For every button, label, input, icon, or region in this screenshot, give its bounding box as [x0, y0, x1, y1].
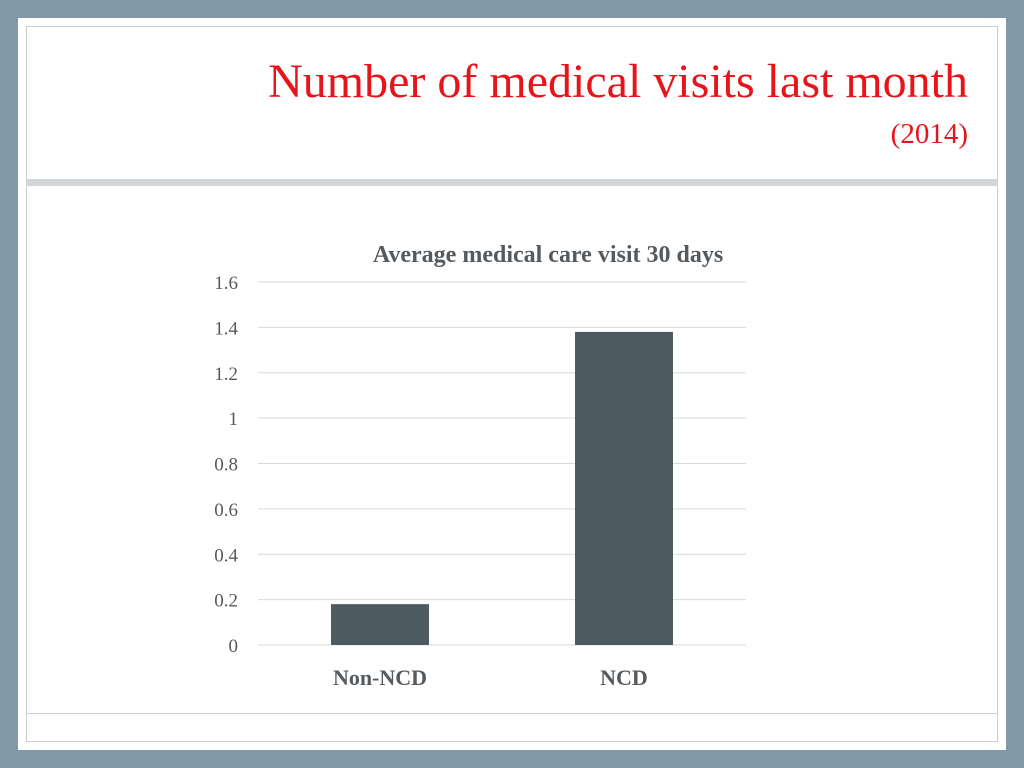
- title-band: Number of medical visits last month (201…: [26, 26, 998, 180]
- slide-inner-frame: [26, 26, 998, 742]
- chart-svg: 0 0.2 0.4 0.6 0.8 1 1.2 1.4 1.6 Non-NCD NCD: [214, 273, 746, 690]
- y-tick-label: 1.4: [214, 318, 238, 339]
- slide-subtitle: (2014): [890, 118, 968, 150]
- bar-non-ncd: [331, 604, 429, 645]
- y-tick-label: 0.4: [214, 545, 238, 566]
- x-category-label: Non-NCD: [333, 665, 427, 690]
- x-category-label: NCD: [600, 665, 648, 690]
- y-tick-label: 1.6: [214, 273, 238, 294]
- y-tick-label: 0.6: [214, 500, 238, 521]
- bars: [331, 331, 673, 645]
- chart: Average medical care visit 30 days 0 0.2 0…: [18, 18, 1006, 750]
- footer-divider: [26, 713, 998, 714]
- gridlines: [258, 281, 746, 646]
- y-tick-label: 1: [229, 409, 239, 430]
- y-tick-label: 1.2: [214, 364, 238, 385]
- y-tick-label: 0.2: [214, 591, 238, 612]
- bar-ncd: [575, 331, 673, 645]
- title-divider: [26, 179, 998, 186]
- x-axis-labels: Non-NCD NCD: [333, 665, 648, 690]
- chart-title: Average medical care visit 30 days: [372, 242, 724, 268]
- y-tick-label: 0.8: [214, 455, 238, 476]
- y-axis-ticks: 0 0.2 0.4 0.6 0.8 1 1.2 1.4 1.6: [214, 273, 238, 657]
- slide: Number of medical visits last month (201…: [18, 18, 1006, 750]
- slide-title: Number of medical visits last month: [268, 55, 968, 108]
- y-tick-label: 0: [229, 636, 239, 657]
